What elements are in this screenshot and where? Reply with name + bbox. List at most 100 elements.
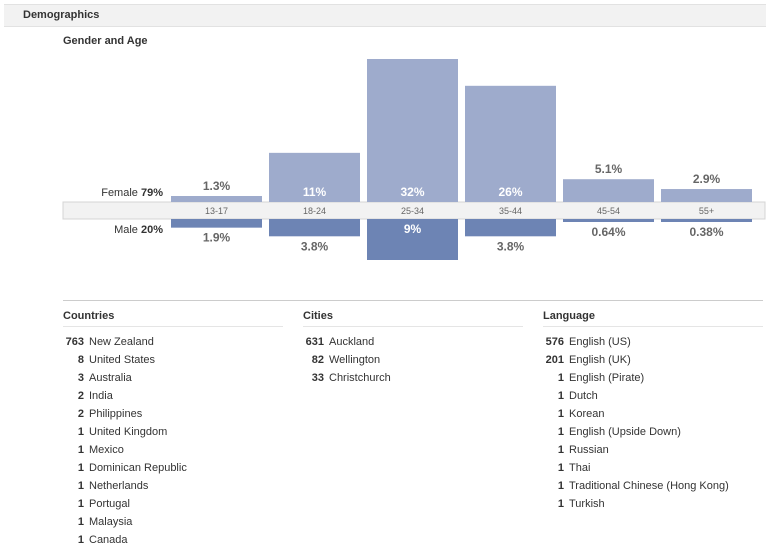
city-item-count: 33	[311, 372, 324, 384]
page-title: Demographics	[23, 9, 100, 21]
country-item: 1 United Kingdom	[63, 423, 187, 441]
city-item-count: 82	[311, 354, 324, 366]
country-item: 1 Portugal	[63, 495, 187, 513]
female-value-label: 26%	[498, 185, 522, 199]
language-item-name: Turkish	[569, 498, 605, 510]
country-item-name: Portugal	[89, 498, 130, 510]
cities-divider	[303, 326, 523, 327]
country-item-name: Dominican Republic	[89, 462, 187, 474]
language-item-count: 1	[557, 390, 564, 402]
country-item: 2 Philippines	[63, 405, 187, 423]
male-value-label: 3.8%	[301, 239, 329, 253]
countries-list: 763 New Zealand 8 United States 3 Australia 2 I…	[63, 333, 187, 549]
city-item: 82 Wellington	[303, 351, 391, 369]
city-item-count: 631	[305, 336, 324, 348]
country-item-count: 8	[77, 354, 84, 366]
country-item-count: 763	[65, 336, 84, 348]
country-item: 763 New Zealand	[63, 333, 187, 351]
female-series-name: Female	[101, 187, 141, 199]
city-item: 631 Auckland	[303, 333, 391, 351]
female-bar	[269, 152, 360, 202]
language-item: 1 Russian	[543, 441, 729, 459]
female-value-label: 32%	[400, 185, 424, 199]
gender-age-chart: 1.3% 1.9% 13-17 11% 3.8% 18-24 32% 9% 25-34 26% 3.…	[62, 59, 766, 260]
language-item: 1 Korean	[543, 405, 729, 423]
language-item-name: English (US)	[569, 336, 631, 348]
cities-list: 631 Auckland 82 Wellington 33 Christchurch	[303, 333, 391, 387]
chart-title: Gender and Age	[63, 35, 148, 47]
country-item-count: 1	[77, 480, 84, 492]
city-item-name: Christchurch	[329, 372, 391, 384]
age-tick-label: 45-54	[597, 206, 620, 216]
male-value-label: 0.64%	[591, 225, 625, 239]
female-bar	[171, 196, 262, 202]
country-item: 1 Netherlands	[63, 477, 187, 495]
language-item: 1 Traditional Chinese (Hong Kong)	[543, 477, 729, 495]
country-item-count: 1	[77, 462, 84, 474]
language-item-count: 201	[545, 354, 564, 366]
language-item: 201 English (UK)	[543, 351, 729, 369]
country-item-name: New Zealand	[89, 336, 154, 348]
language-item-name: English (Pirate)	[569, 372, 645, 384]
countries-divider	[63, 326, 283, 327]
language-item-name: Korean	[569, 408, 605, 420]
language-item-name: English (Upside Down)	[569, 426, 681, 438]
language-item-count: 1	[557, 480, 564, 492]
age-tick-label: 35-44	[499, 206, 522, 216]
language-item: 1 English (Upside Down)	[543, 423, 729, 441]
country-item: 1 Mexico	[63, 441, 187, 459]
female-value-label: 5.1%	[595, 162, 623, 176]
country-item: 1 Dominican Republic	[63, 459, 187, 477]
city-item-name: Auckland	[329, 336, 375, 348]
country-item-count: 1	[77, 426, 84, 438]
language-list: 576 English (US) 201 English (UK) 1 English (…	[543, 333, 729, 513]
female-total: 79%	[141, 187, 163, 199]
demographics-header: Demographics	[4, 4, 766, 27]
language-item: 1 Thai	[543, 459, 729, 477]
female-bar	[465, 85, 556, 202]
language-item-name: Traditional Chinese (Hong Kong)	[569, 480, 729, 492]
country-item-name: Philippines	[89, 408, 143, 420]
male-bar	[269, 219, 360, 237]
language-item: 576 English (US)	[543, 333, 729, 351]
divider	[63, 300, 763, 301]
female-value-label: 2.9%	[693, 172, 721, 186]
country-item: 1 Canada	[63, 531, 187, 549]
age-tick-label: 18-24	[303, 206, 326, 216]
country-item-name: Canada	[89, 534, 128, 546]
country-item: 1 Malaysia	[63, 513, 187, 531]
city-item: 33 Christchurch	[303, 369, 391, 387]
countries-heading: Countries	[63, 310, 115, 322]
language-item-name: English (UK)	[569, 354, 631, 366]
male-bar	[661, 219, 752, 222]
language-item: 1 Dutch	[543, 387, 729, 405]
language-heading: Language	[543, 310, 595, 322]
language-divider	[543, 326, 763, 327]
country-item: 2 India	[63, 387, 187, 405]
language-item-count: 1	[557, 498, 564, 510]
country-item: 3 Australia	[63, 369, 187, 387]
male-series-name: Male	[114, 224, 141, 236]
country-item-name: Netherlands	[89, 480, 149, 492]
language-item-count: 1	[557, 462, 564, 474]
language-item-count: 1	[557, 444, 564, 456]
female-value-label: 11%	[303, 185, 327, 199]
male-bar	[465, 219, 556, 237]
country-item: 8 United States	[63, 351, 187, 369]
language-item-count: 1	[557, 408, 564, 420]
language-item-name: Thai	[569, 462, 591, 474]
language-item: 1 English (Pirate)	[543, 369, 729, 387]
male-bar	[367, 219, 458, 260]
language-item-name: Dutch	[569, 390, 598, 402]
country-item-count: 1	[77, 444, 84, 456]
language-item-name: Russian	[569, 444, 609, 456]
female-bar	[367, 59, 458, 202]
male-bar	[171, 219, 262, 228]
male-series-label: Male 20%	[114, 224, 163, 236]
country-item-name: Malaysia	[89, 516, 133, 528]
cities-heading: Cities	[303, 310, 333, 322]
male-bar	[563, 219, 654, 222]
male-value-label: 3.8%	[497, 239, 525, 253]
male-value-label: 0.38%	[689, 225, 723, 239]
age-tick-label: 13-17	[205, 206, 228, 216]
